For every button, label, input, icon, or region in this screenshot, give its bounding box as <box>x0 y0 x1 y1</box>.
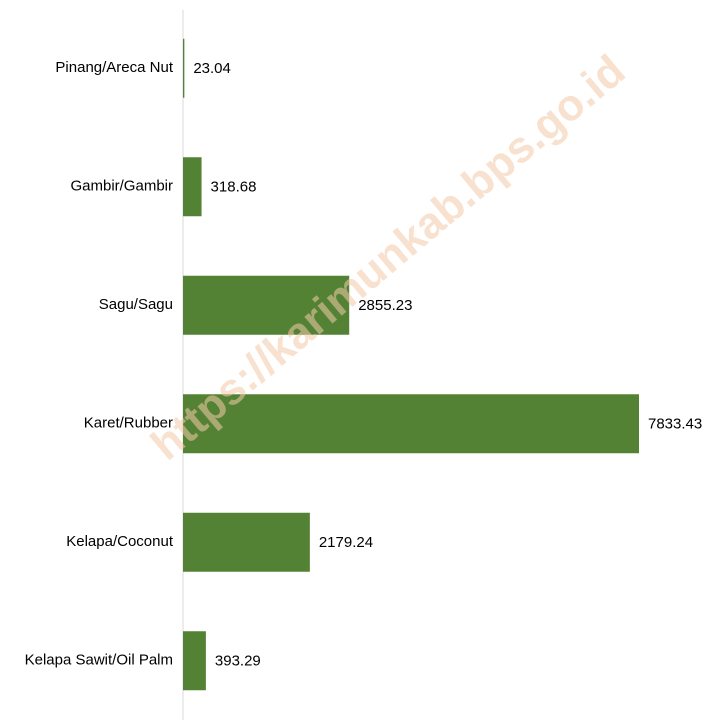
y-tick-label: Pinang/Areca Nut <box>55 59 173 76</box>
value-label: 393.29 <box>215 653 261 670</box>
y-tick-label: Kelapa/Coconut <box>66 533 174 550</box>
y-tick-label: Sagu/Sagu <box>99 296 173 313</box>
value-label: 2179.24 <box>319 534 373 551</box>
value-label: 7833.43 <box>648 416 702 433</box>
bar <box>183 394 639 454</box>
value-label: 318.68 <box>211 179 257 196</box>
bar <box>183 38 185 98</box>
y-tick-label: Karet/Rubber <box>84 415 173 432</box>
bar <box>183 512 310 572</box>
y-tick-label: Kelapa Sawit/Oil Palm <box>25 652 173 669</box>
bars: Pinang/Areca Nut 23.04 Gambir/Gambir 318.68… <box>25 38 702 691</box>
value-label: 23.04 <box>193 60 231 77</box>
bar <box>183 631 206 691</box>
value-label: 2855.23 <box>358 297 412 314</box>
bar <box>183 275 350 335</box>
y-tick-label: Gambir/Gambir <box>70 178 173 195</box>
bar <box>183 157 202 217</box>
